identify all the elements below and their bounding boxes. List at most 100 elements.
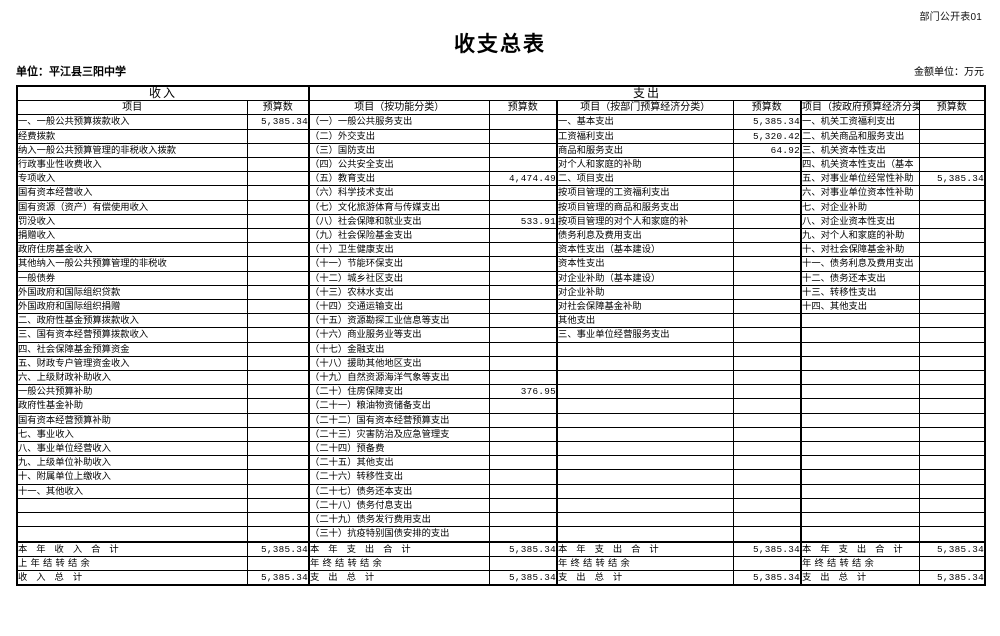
gov-econ-item-cell: 七、对企业补助 — [800, 199, 920, 215]
dept-econ-item-cell — [556, 384, 734, 400]
func-item-cell: （十三）农林水支出 — [308, 284, 490, 301]
income-item-cell: 十一、其他收入 — [16, 483, 248, 499]
dept-econ-budget-cell — [732, 483, 802, 499]
func-budget-cell — [488, 426, 558, 443]
table-row: 罚没收入 （八）社会保障和就业支出 533.91 按项目管理的对个人和家庭的补 八、对企… — [16, 213, 987, 230]
income-item-cell: 四、社会保障基金预算资金 — [16, 341, 248, 357]
income-budget-cell — [246, 526, 310, 542]
dept-econ-item-cell: 一、基本支出 — [556, 114, 734, 130]
income-item-cell: 五、财政专户管理资金收入 — [16, 355, 248, 372]
gov-econ-budget-cell — [918, 199, 987, 215]
gov-econ-item-cell — [800, 512, 920, 528]
func-budget-cell — [488, 199, 558, 215]
col-header-dept-econ-budget: 预算数 — [732, 100, 802, 116]
income-item-cell — [16, 497, 248, 514]
gov-econ-item-cell — [800, 497, 920, 514]
func-item-cell: （四）公共安全支出 — [308, 157, 490, 173]
func-budget-cell — [488, 370, 558, 386]
func-item-cell: （九）社会保险基金支出 — [308, 228, 490, 244]
func-budget-cell — [488, 341, 558, 357]
gov-econ-item-cell — [800, 384, 920, 400]
dept-econ-budget-cell — [732, 256, 802, 272]
dept-econ-budget-cell — [732, 455, 802, 471]
income-budget-cell: 5,385.34 — [246, 114, 310, 130]
table-row: 捐赠收入 （九）社会保险基金支出 债务利息及费用支出 九、对个人和家庭的补助 — [16, 228, 987, 244]
col-header-func-item: 项目（按功能分类） — [308, 100, 490, 116]
income-item-cell — [16, 526, 248, 542]
dept-econ-budget-cell — [732, 213, 802, 230]
func-budget-cell: 533.91 — [488, 213, 558, 230]
table-column-header-row: 项目 预算数 项目（按功能分类） 预算数 项目（按部门预算经济分类） 预算数 项… — [16, 100, 987, 116]
table-row: 外国政府和国际组织贷款 （十三）农林水支出 对企业补助 十三、转移性支出 — [16, 284, 987, 301]
col-header-income-budget: 预算数 — [246, 100, 310, 116]
func-budget-cell — [488, 483, 558, 499]
func-item-cell: （十七）金融支出 — [308, 341, 490, 357]
gov-econ-budget-cell — [918, 512, 987, 528]
func-item-cell: （十九）自然资源海洋气象等支出 — [308, 370, 490, 386]
gov-econ-budget-cell: 5,385.34 — [918, 171, 987, 187]
group-header-income: 收入 — [15, 85, 310, 102]
func-budget-cell — [488, 469, 558, 485]
gov-econ-budget-cell — [918, 242, 987, 258]
amount-unit-label: 金额单位：万元 — [914, 67, 984, 78]
income-budget-cell — [246, 199, 310, 215]
gov-econ-budget-cell — [918, 426, 987, 443]
gov-econ-item-cell — [800, 483, 920, 499]
income-item-cell: 七、事业收入 — [16, 426, 248, 443]
table-row: 行政事业性收费收入 （四）公共安全支出 对个人和家庭的补助 四、机关资本性支出（基本 — [16, 157, 987, 173]
func-budget-cell — [488, 441, 558, 457]
gov-econ-budget-cell — [918, 270, 987, 286]
table-row: 专项收入 （五）教育支出 4,474.49 二、项目支出 五、对事业单位经常性补助 5,3… — [16, 171, 987, 187]
dept-econ-item-cell: 商品和服务支出 — [556, 142, 734, 159]
summary-income-value — [246, 555, 310, 571]
income-budget-cell — [246, 398, 310, 414]
income-budget-cell — [246, 483, 310, 499]
func-item-cell: （十五）资源勘探工业信息等支出 — [308, 313, 490, 329]
func-budget-cell — [488, 142, 558, 159]
dept-econ-item-cell — [556, 341, 734, 357]
summary-gov-econ-value: 5,385.34 — [918, 540, 987, 557]
gov-econ-item-cell — [800, 398, 920, 414]
income-item-cell: 九、上级单位补助收入 — [16, 455, 248, 471]
gov-econ-budget-cell — [918, 284, 987, 301]
table-row: 六、上级财政补助收入 （十九）自然资源海洋气象等支出 — [16, 370, 987, 386]
dept-econ-budget-cell — [732, 355, 802, 372]
summary-income-label: 收 入 总 计 — [16, 569, 248, 587]
gov-econ-item-cell — [800, 327, 920, 343]
func-item-cell: （五）教育支出 — [308, 171, 490, 187]
income-item-cell: 二、政府性基金预算拨款收入 — [16, 313, 248, 329]
table-row: 一般公共预算补助 （二十）住房保障支出 376.95 — [16, 384, 987, 400]
table-row: 国有资源（资产）有偿使用收入 （七）文化旅游体育与传媒支出 按项目管理的商品和服务支… — [16, 199, 987, 215]
gov-econ-item-cell — [800, 526, 920, 542]
income-budget-cell — [246, 370, 310, 386]
gov-econ-item-cell: 十一、债务利息及费用支出 — [800, 256, 920, 272]
table-footer: 本 年 收 入 合 计 5,385.34 本 年 支 出 合 计 5,385.34 本 … — [16, 540, 987, 587]
summary-func-label: 年终结转结余 — [308, 555, 490, 571]
func-budget-cell — [488, 242, 558, 258]
summary-gov-econ-label: 支 出 总 计 — [800, 569, 920, 587]
table-row: 七、事业收入 （二十三）灾害防治及应急管理支 — [16, 426, 987, 443]
table-row: 国有资本经营收入 （六）科学技术支出 按项目管理的工资福利支出 六、对事业单位资本性补… — [16, 185, 987, 201]
gov-econ-item-cell — [800, 455, 920, 471]
table-row: （三十）抗疫特别国债安排的支出 — [16, 526, 987, 542]
summary-dept-econ-label: 支 出 总 计 — [556, 569, 734, 587]
gov-econ-item-cell — [800, 355, 920, 372]
gov-econ-budget-cell — [918, 128, 987, 144]
income-budget-cell — [246, 171, 310, 187]
func-item-cell: （十）卫生健康支出 — [308, 242, 490, 258]
table-row: 国有资本经营预算补助 （二十二）国有资本经营预算支出 — [16, 412, 987, 428]
sheet-code-label: 部门公开表01 — [919, 12, 982, 23]
dept-econ-item-cell — [556, 426, 734, 443]
unit-name-label: 单位：平江县三阳中学 — [16, 66, 126, 78]
gov-econ-budget-cell — [918, 213, 987, 230]
table-row: 政府住房基金收入 （十）卫生健康支出 资本性支出（基本建设） 十、对社会保障基金补助 — [16, 242, 987, 258]
dept-econ-item-cell — [556, 398, 734, 414]
table-group-header-row: 收入 支出 — [15, 85, 987, 102]
func-budget-cell: 376.95 — [488, 384, 558, 400]
func-budget-cell — [488, 128, 558, 144]
dept-econ-budget-cell — [732, 469, 802, 485]
dept-econ-item-cell: 其他支出 — [556, 313, 734, 329]
summary-dept-econ-value: 5,385.34 — [732, 569, 802, 587]
gov-econ-item-cell — [800, 341, 920, 357]
dept-econ-item-cell: 对社会保障基金补助 — [556, 299, 734, 315]
